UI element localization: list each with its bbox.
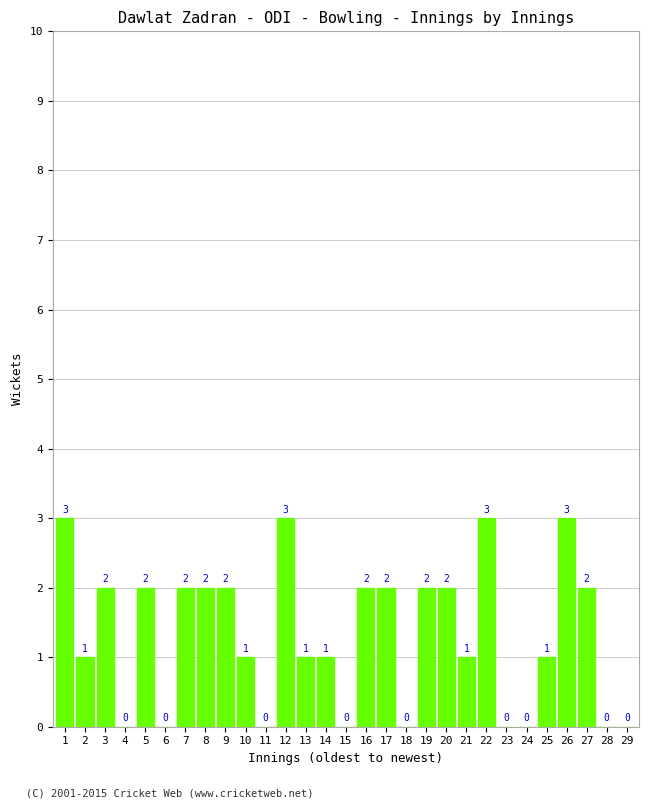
Text: 0: 0 bbox=[122, 713, 128, 723]
Bar bbox=[197, 587, 214, 726]
Bar bbox=[217, 587, 234, 726]
Text: 0: 0 bbox=[604, 713, 610, 723]
Text: 1: 1 bbox=[543, 644, 549, 654]
Bar bbox=[418, 587, 435, 726]
Text: 2: 2 bbox=[383, 574, 389, 584]
Bar bbox=[578, 587, 595, 726]
Text: 3: 3 bbox=[564, 505, 569, 514]
Text: 3: 3 bbox=[62, 505, 68, 514]
Text: 3: 3 bbox=[484, 505, 489, 514]
Text: 0: 0 bbox=[523, 713, 530, 723]
Bar bbox=[378, 587, 395, 726]
Text: 0: 0 bbox=[162, 713, 168, 723]
Text: 0: 0 bbox=[624, 713, 630, 723]
Text: 2: 2 bbox=[202, 574, 209, 584]
Bar bbox=[177, 587, 194, 726]
Bar bbox=[478, 518, 495, 726]
Text: 3: 3 bbox=[283, 505, 289, 514]
Bar bbox=[437, 587, 455, 726]
Bar bbox=[317, 657, 334, 726]
Text: 2: 2 bbox=[142, 574, 148, 584]
Text: 1: 1 bbox=[463, 644, 469, 654]
Bar bbox=[77, 657, 94, 726]
Bar bbox=[57, 518, 73, 726]
Text: 2: 2 bbox=[363, 574, 369, 584]
Bar bbox=[558, 518, 575, 726]
Text: 2: 2 bbox=[102, 574, 108, 584]
Text: 0: 0 bbox=[504, 713, 510, 723]
Bar bbox=[458, 657, 475, 726]
Bar bbox=[237, 657, 254, 726]
Text: (C) 2001-2015 Cricket Web (www.cricketweb.net): (C) 2001-2015 Cricket Web (www.cricketwe… bbox=[26, 788, 313, 798]
Bar bbox=[136, 587, 154, 726]
Text: 0: 0 bbox=[263, 713, 268, 723]
Y-axis label: Wickets: Wickets bbox=[11, 353, 24, 406]
Text: 2: 2 bbox=[423, 574, 429, 584]
Text: 2: 2 bbox=[222, 574, 228, 584]
Text: 2: 2 bbox=[183, 574, 188, 584]
Text: 1: 1 bbox=[82, 644, 88, 654]
Bar bbox=[297, 657, 315, 726]
Text: 1: 1 bbox=[242, 644, 248, 654]
Bar bbox=[277, 518, 294, 726]
Text: 1: 1 bbox=[323, 644, 329, 654]
Text: 0: 0 bbox=[343, 713, 349, 723]
Text: 2: 2 bbox=[443, 574, 449, 584]
Text: 0: 0 bbox=[403, 713, 409, 723]
Text: 2: 2 bbox=[584, 574, 590, 584]
Bar bbox=[358, 587, 374, 726]
Text: 1: 1 bbox=[303, 644, 309, 654]
Title: Dawlat Zadran - ODI - Bowling - Innings by Innings: Dawlat Zadran - ODI - Bowling - Innings … bbox=[118, 11, 574, 26]
Bar bbox=[538, 657, 555, 726]
X-axis label: Innings (oldest to newest): Innings (oldest to newest) bbox=[248, 752, 443, 765]
Bar bbox=[97, 587, 114, 726]
